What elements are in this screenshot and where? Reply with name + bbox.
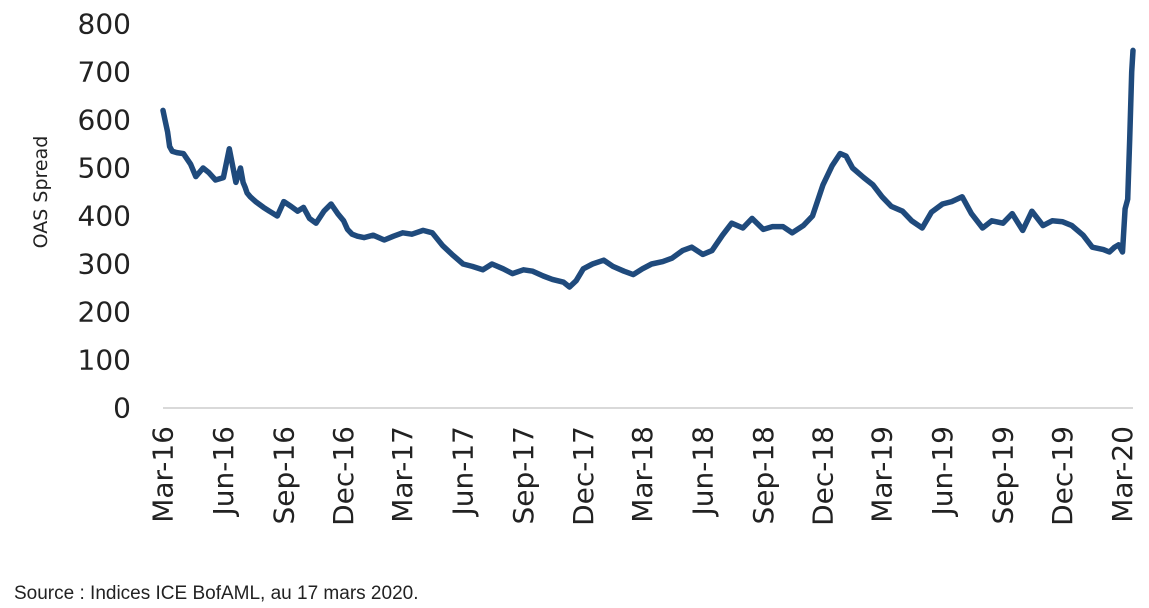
x-tick-label: Mar-18 xyxy=(626,426,659,523)
x-tick-label: Sep-17 xyxy=(507,426,540,525)
x-tick-label: Jun-16 xyxy=(207,426,240,517)
x-tick-label: Mar-20 xyxy=(1106,426,1139,523)
y-axis-tick-labels: 0 100 200 300 400 500 600 700 800 xyxy=(78,8,131,425)
y-tick-label: 0 xyxy=(113,392,131,425)
x-tick-label: Mar-16 xyxy=(147,426,180,523)
x-tick-label: Dec-19 xyxy=(1046,426,1079,526)
x-tick-label: Jun-17 xyxy=(447,426,480,517)
y-tick-label: 200 xyxy=(78,296,131,329)
y-tick-label: 600 xyxy=(78,104,131,137)
y-tick-label: 100 xyxy=(78,344,131,377)
x-tick-label: Sep-16 xyxy=(267,426,300,525)
y-tick-label: 300 xyxy=(78,248,131,281)
x-tick-label: Mar-19 xyxy=(866,426,899,523)
x-axis-tick-labels: Mar-16 Jun-16 Sep-16 Dec-16 Mar-17 Jun-17 Sep-… xyxy=(147,426,1140,526)
x-tick-label: Mar-17 xyxy=(386,426,419,523)
x-tick-label: Dec-18 xyxy=(807,426,840,526)
x-tick-label: Sep-19 xyxy=(987,426,1020,525)
x-tick-label: Jun-19 xyxy=(926,426,959,517)
source-note: Source : Indices ICE BofAML, au 17 mars … xyxy=(14,583,419,604)
x-tick-label: Dec-16 xyxy=(327,426,360,526)
oas-spread-line-chart: 0 100 200 300 400 500 600 700 800 Mar-16 Jun-16 Se… xyxy=(30,8,1140,526)
oas-spread-series-line xyxy=(160,47,1136,290)
y-axis-label: OAS Spread xyxy=(30,136,52,249)
y-tick-label: 700 xyxy=(78,56,131,89)
y-tick-label: 800 xyxy=(78,8,131,41)
x-tick-label: Sep-18 xyxy=(747,426,780,525)
x-tick-label: Dec-17 xyxy=(567,426,600,526)
x-tick-label: Jun-18 xyxy=(686,426,719,517)
y-tick-label: 500 xyxy=(78,152,131,185)
y-tick-label: 400 xyxy=(78,200,131,233)
